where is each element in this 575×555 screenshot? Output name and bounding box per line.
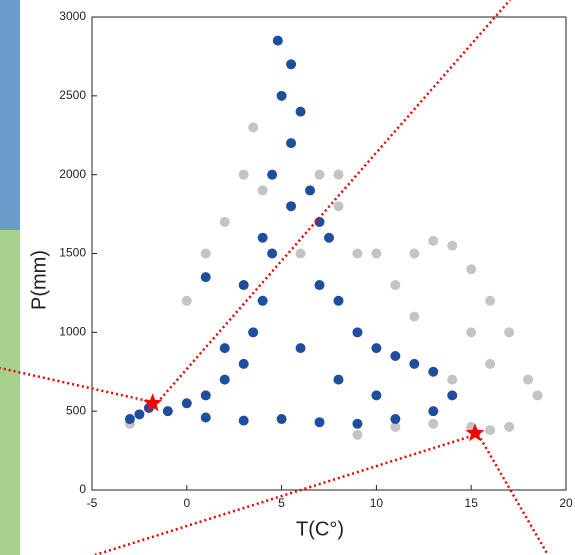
point <box>125 414 135 424</box>
point <box>352 327 362 337</box>
point <box>258 185 268 195</box>
point <box>182 296 192 306</box>
point <box>305 185 315 195</box>
point <box>239 359 249 369</box>
point <box>277 414 287 424</box>
point <box>239 280 249 290</box>
point <box>447 390 457 400</box>
point <box>220 217 230 227</box>
point <box>182 398 192 408</box>
point <box>485 359 495 369</box>
point <box>390 414 400 424</box>
y-tick-label: 500 <box>66 403 86 417</box>
point <box>352 249 362 259</box>
point <box>447 375 457 385</box>
point <box>296 249 306 259</box>
point <box>315 417 325 427</box>
point <box>273 36 283 46</box>
point <box>485 425 495 435</box>
point <box>258 233 268 243</box>
point <box>239 170 249 180</box>
point <box>352 430 362 440</box>
point <box>333 170 343 180</box>
point <box>286 138 296 148</box>
point <box>428 367 438 377</box>
point <box>267 170 277 180</box>
point <box>296 343 306 353</box>
plot-panel <box>20 0 575 555</box>
point <box>390 280 400 290</box>
point <box>134 409 144 419</box>
point <box>428 236 438 246</box>
point <box>352 419 362 429</box>
chart: T(C°) P(mm) -505101520050010001500200025… <box>0 0 575 555</box>
x-tick-label: 5 <box>278 496 285 510</box>
x-tick-label: 20 <box>559 496 573 510</box>
y-tick-label: 3000 <box>59 9 86 23</box>
point <box>315 280 325 290</box>
point <box>333 375 343 385</box>
point <box>371 343 381 353</box>
point <box>466 264 476 274</box>
x-tick-label: -5 <box>87 496 98 510</box>
point <box>220 343 230 353</box>
point <box>239 416 249 426</box>
y-tick-label: 0 <box>79 482 86 496</box>
point <box>533 390 543 400</box>
point <box>466 327 476 337</box>
y-tick-label: 2000 <box>59 167 86 181</box>
point <box>390 351 400 361</box>
x-tick-label: 15 <box>465 496 479 510</box>
point <box>201 412 211 422</box>
point <box>248 122 258 132</box>
point <box>333 296 343 306</box>
point <box>428 419 438 429</box>
page: {"chart_data": {"type": "scatter", "x_la… <box>0 0 575 555</box>
point <box>447 241 457 251</box>
point <box>504 327 514 337</box>
point <box>201 272 211 282</box>
point <box>220 375 230 385</box>
point <box>371 390 381 400</box>
point <box>277 91 287 101</box>
point <box>267 249 277 259</box>
point <box>409 312 419 322</box>
point <box>201 249 211 259</box>
point <box>409 359 419 369</box>
x-tick-label: 10 <box>370 496 384 510</box>
point <box>409 249 419 259</box>
point <box>523 375 533 385</box>
point <box>258 296 268 306</box>
point <box>296 107 306 117</box>
point <box>504 422 514 432</box>
point <box>333 201 343 211</box>
point <box>201 390 211 400</box>
y-tick-label: 2500 <box>59 88 86 102</box>
y-tick-label: 1500 <box>59 246 86 260</box>
y-axis-label: P(mm) <box>28 250 50 310</box>
x-axis-label: T(C°) <box>296 518 344 540</box>
y-tick-label: 1000 <box>59 325 86 339</box>
point <box>286 201 296 211</box>
point <box>428 406 438 416</box>
point <box>163 406 173 416</box>
point <box>371 249 381 259</box>
point <box>485 296 495 306</box>
x-tick-label: 0 <box>183 496 190 510</box>
point <box>286 59 296 69</box>
point <box>315 170 325 180</box>
point <box>248 327 258 337</box>
point <box>324 233 334 243</box>
